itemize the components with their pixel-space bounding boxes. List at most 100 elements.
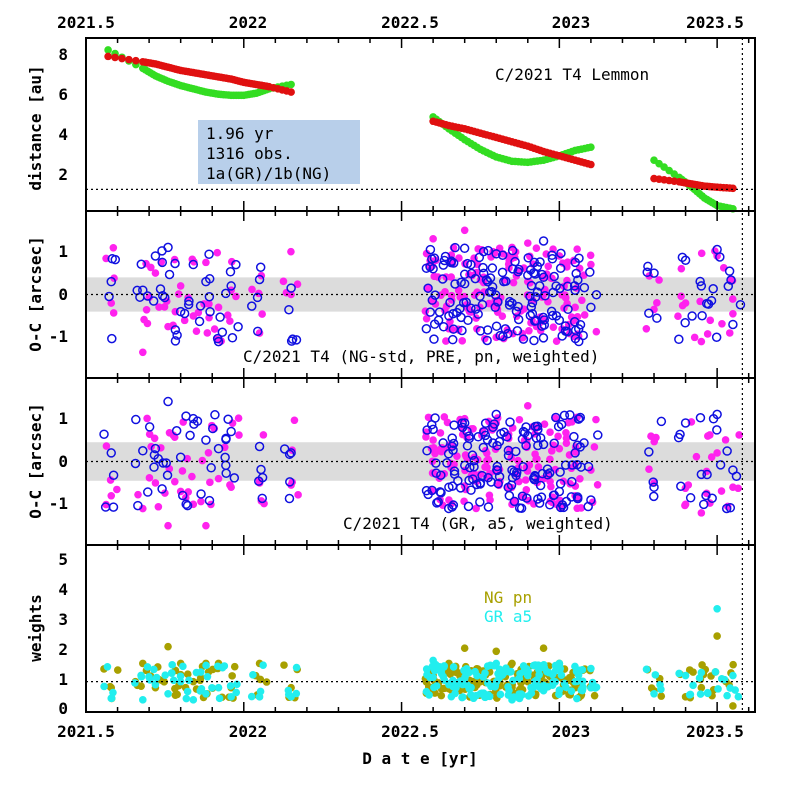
point-cloud: [457, 325, 467, 336]
point-cloud: [579, 438, 589, 448]
point-cloud: [518, 691, 526, 699]
point-cloud: [220, 662, 229, 670]
point-cloud: [103, 662, 112, 671]
point-cloud: [527, 683, 535, 692]
point-p1-s2-1: [104, 52, 112, 61]
point-cloud: [575, 412, 586, 423]
point-p4-s2-8: [214, 683, 223, 692]
point-cloud: [195, 301, 206, 311]
point-cloud: [501, 276, 511, 287]
point-cloud: [157, 246, 167, 256]
y-tick-distance-4: 4: [58, 125, 68, 144]
point-p3-s2-25: [696, 469, 707, 480]
point-p2-s2-23: [649, 268, 659, 278]
point-cloud: [562, 326, 573, 337]
point-cloud: [102, 442, 111, 450]
point-cloud: [432, 498, 442, 508]
point-cloud: [248, 285, 256, 294]
point-cloud: [150, 434, 159, 443]
point-cloud: [509, 676, 517, 685]
point-cloud: [179, 308, 190, 319]
point-cloud: [458, 337, 467, 345]
point-cloud: [279, 444, 290, 454]
point-cloud: [479, 673, 487, 681]
point-cloud: [647, 684, 656, 692]
x-tick-bottom-3: 2022.5: [381, 722, 439, 741]
point-cloud: [711, 332, 722, 342]
point-cloud: [562, 439, 571, 447]
point-cloud: [196, 489, 206, 499]
point-cloud: [225, 267, 236, 277]
point-cloud: [232, 292, 240, 301]
point-cloud: [717, 675, 726, 683]
point-cloud: [177, 490, 188, 501]
point-cloud: [503, 450, 514, 461]
x-tick-bottom-1: 2021.5: [57, 722, 115, 741]
point-cloud: [285, 477, 295, 487]
point-cloud: [437, 447, 446, 456]
point-cloud: [230, 662, 239, 671]
point-cloud: [728, 295, 737, 303]
point-cloud: [436, 488, 446, 498]
point-cloud: [203, 329, 212, 337]
point-cloud: [525, 310, 536, 321]
point-cloud: [532, 421, 543, 431]
point-cloud: [107, 333, 117, 344]
point-cloud: [532, 287, 543, 297]
point-cloud: [287, 247, 295, 256]
point-p2-s2-11: [286, 283, 296, 293]
point-cloud: [544, 262, 553, 271]
point-cloud: [470, 273, 481, 284]
point-cloud: [256, 464, 266, 475]
point-cloud: [113, 485, 121, 494]
point-cloud: [644, 447, 654, 457]
point-p4-s1-25: [697, 683, 706, 692]
point-cloud: [290, 416, 299, 425]
point-cloud: [204, 291, 215, 302]
point-cloud: [463, 681, 472, 689]
point-p3-s1-12: [429, 436, 437, 444]
point-cloud: [190, 258, 198, 266]
point-track: [489, 151, 497, 160]
point-cloud: [534, 498, 545, 508]
point-cloud: [469, 455, 480, 466]
point-cloud: [440, 413, 449, 421]
point-cloud: [180, 316, 189, 325]
point-cloud: [559, 410, 570, 421]
point-p2-s1-21: [571, 303, 579, 312]
y-tick-w-5: 5: [58, 550, 68, 569]
info-box-line-2: 1316 obs.: [206, 144, 293, 163]
point-cloud: [592, 415, 600, 424]
point-cloud: [642, 267, 652, 278]
point-cloud: [147, 263, 155, 272]
point-p4-s2-4: [164, 689, 172, 698]
point-cloud: [448, 445, 458, 455]
point-cloud: [642, 665, 651, 674]
point-p2-s1-2: [139, 348, 147, 357]
point-p3-s1-7: [202, 521, 210, 530]
point-cloud: [145, 474, 154, 482]
point-cloud: [496, 293, 505, 302]
point-cloud: [198, 456, 207, 465]
point-cloud: [284, 690, 293, 699]
point-cloud: [676, 481, 686, 492]
point-cloud: [106, 476, 115, 484]
point-cloud: [494, 471, 505, 482]
point-cloud: [196, 676, 205, 685]
point-cloud: [529, 474, 540, 485]
point-cloud: [421, 485, 432, 496]
point-cloud: [707, 453, 716, 461]
point-cloud: [578, 330, 588, 341]
point-cloud: [427, 295, 438, 305]
point-cloud: [502, 664, 510, 673]
point-cloud: [556, 502, 566, 513]
point-cloud: [425, 244, 436, 255]
point-p3-s1-26: [713, 449, 721, 457]
point-cloud: [109, 309, 118, 317]
point-cloud: [583, 461, 594, 472]
point-cloud: [583, 501, 593, 512]
point-cloud: [556, 419, 567, 430]
data-points: [99, 46, 746, 710]
point-track: [583, 144, 592, 152]
point-cloud: [534, 463, 543, 471]
